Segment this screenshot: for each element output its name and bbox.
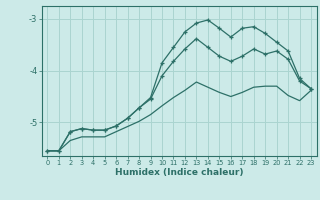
X-axis label: Humidex (Indice chaleur): Humidex (Indice chaleur) [115, 168, 244, 177]
